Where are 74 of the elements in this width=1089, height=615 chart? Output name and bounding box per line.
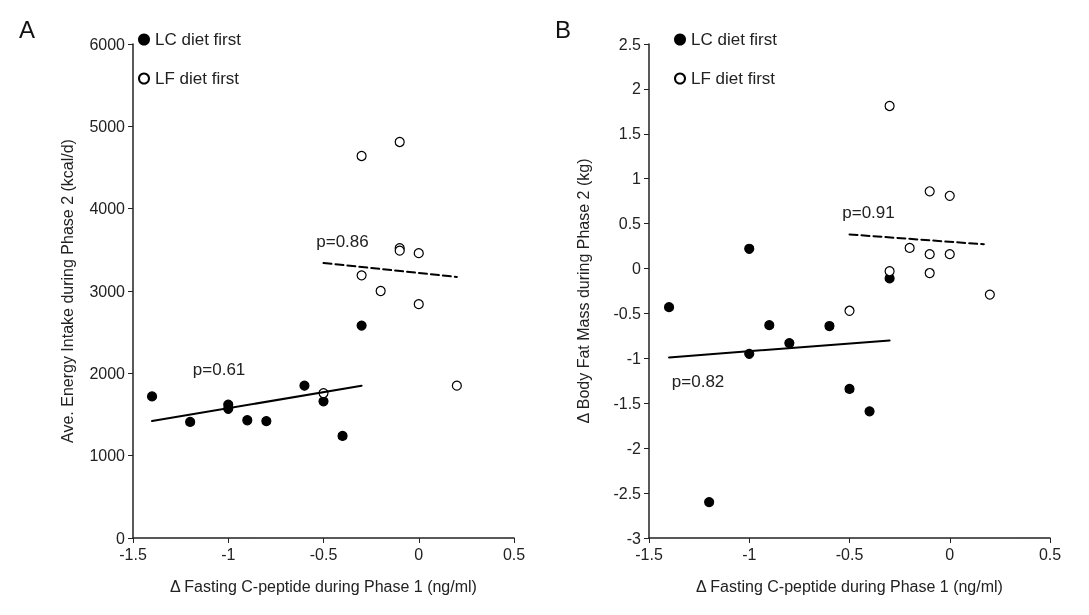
y-tick-label: 1 xyxy=(632,170,642,188)
y-tick-label: -2.5 xyxy=(613,484,642,502)
y-tick-label: 0.5 xyxy=(618,215,642,233)
point xyxy=(744,243,755,254)
annotation: p=0.91 xyxy=(842,202,895,222)
x-axis-title: Δ Fasting C-peptide during Phase 1 (ng/ml) xyxy=(696,577,1003,595)
y-tick-label: 1.5 xyxy=(618,125,642,143)
point xyxy=(299,380,310,391)
point xyxy=(984,289,995,300)
chart-title: A xyxy=(19,15,36,43)
y-tick-label: -0.5 xyxy=(613,304,642,322)
point xyxy=(394,136,405,148)
point xyxy=(884,100,895,112)
point xyxy=(242,415,253,426)
legend-label: LC diet first xyxy=(691,30,778,49)
x-tick-label: -1 xyxy=(221,545,236,563)
y-tick-label: 2 xyxy=(632,80,642,98)
y-tick-label: 0 xyxy=(632,260,642,278)
y-tick-label: 4000 xyxy=(89,200,126,218)
y-tick-label: 5000 xyxy=(89,117,126,135)
x-tick-label: 0.5 xyxy=(1038,545,1062,563)
point xyxy=(146,391,158,402)
x-axis-title: Δ Fasting C-peptide during Phase 1 (ng/ml) xyxy=(170,577,477,595)
point xyxy=(944,190,955,201)
point xyxy=(337,430,348,441)
y-tick-label: -1 xyxy=(626,349,642,367)
annotation: p=0.82 xyxy=(671,371,725,391)
x-tick-label: -1.5 xyxy=(119,545,147,563)
point xyxy=(413,299,424,310)
y-axis-title: Δ Body Fat Mass during Phase 2 (kg) xyxy=(574,158,592,424)
point xyxy=(375,285,386,297)
y-tick-label: 3000 xyxy=(89,282,126,300)
x-tick-label: 0.5 xyxy=(502,545,526,563)
y-tick-label: 1000 xyxy=(89,447,126,465)
x-tick-label: 0 xyxy=(945,545,955,563)
legend-label: LF diet first xyxy=(691,69,776,88)
annotation: p=0.86 xyxy=(316,231,369,251)
point xyxy=(844,305,855,316)
point xyxy=(663,302,675,313)
point xyxy=(924,249,935,260)
point xyxy=(864,406,875,417)
point xyxy=(784,338,795,349)
legend-label: LC diet first xyxy=(155,30,242,49)
y-tick-label: 2.5 xyxy=(618,35,642,53)
point xyxy=(704,496,715,508)
x-tick-label: -1 xyxy=(742,545,757,563)
x-tick-label: 0 xyxy=(414,545,424,563)
y-tick-label: -3 xyxy=(626,529,642,547)
point xyxy=(944,249,955,260)
y-tick-label: 2000 xyxy=(89,364,126,382)
y-axis-title: Ave. Energy Intake during Phase 2 (kcal/d) xyxy=(58,139,76,443)
point xyxy=(413,248,424,259)
y-tick-label: 6000 xyxy=(89,35,126,53)
chart-title: B xyxy=(555,15,572,43)
point xyxy=(824,320,835,332)
point xyxy=(356,320,367,331)
point xyxy=(924,267,935,279)
point xyxy=(356,270,367,281)
point xyxy=(356,150,367,162)
point xyxy=(884,266,895,277)
point xyxy=(924,186,935,197)
point xyxy=(261,415,272,427)
x-tick-label: -0.5 xyxy=(309,545,338,563)
point xyxy=(451,380,462,391)
point xyxy=(904,242,915,253)
point xyxy=(185,416,196,428)
y-tick-label: 0 xyxy=(116,529,126,547)
point xyxy=(844,383,855,394)
point xyxy=(764,320,775,331)
legend-label: LF diet first xyxy=(155,69,240,88)
x-tick-label: -0.5 xyxy=(835,545,864,563)
y-tick-label: -1.5 xyxy=(613,394,642,412)
y-tick-label: -2 xyxy=(626,439,642,457)
annotation: p=0.61 xyxy=(192,359,246,379)
